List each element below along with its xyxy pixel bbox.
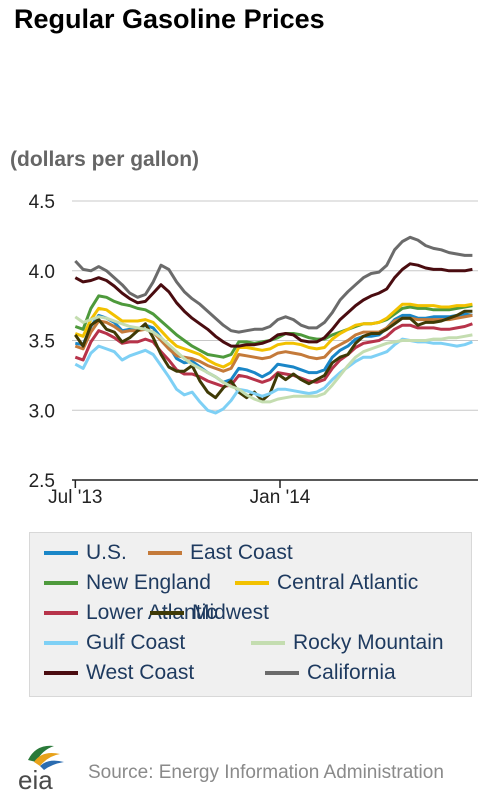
y-tick-label: 3.5	[29, 332, 55, 353]
legend-item: California	[265, 661, 396, 685]
legend-label: U.S.	[86, 541, 127, 564]
legend-item: Rocky Mountain	[251, 631, 444, 655]
logo-wave-icon	[40, 760, 64, 770]
legend-item: Central Atlantic	[235, 571, 418, 595]
axis-ticks: 2.5 3.0 3.5 4.0 4.5 Jul '13 Jan '14	[29, 192, 311, 508]
legend-swatch	[44, 551, 78, 555]
chart-title: Regular Gasoline Prices	[14, 4, 325, 34]
legend-label: Central Atlantic	[277, 571, 419, 594]
y-tick-label: 3.0	[29, 401, 55, 422]
legend-swatch	[251, 641, 285, 645]
y-tick-label: 2.5	[29, 471, 55, 492]
legend-label: Rocky Mountain	[293, 631, 444, 654]
series-line-rocky-mountain	[74, 315, 473, 404]
logo-leaf-icon	[28, 745, 54, 762]
x-tick-label: Jan '14	[250, 487, 311, 508]
y-axis-label: (dollars per gallon)	[10, 148, 200, 171]
legend-label: East Coast	[190, 541, 293, 564]
legend-swatch	[150, 611, 184, 615]
legend-swatch	[235, 581, 269, 585]
legend-label: California	[307, 661, 396, 684]
legend-item: New England	[44, 571, 211, 595]
legend: U.S. East Coast New England Central Atlanti…	[29, 532, 472, 697]
series-line-california	[74, 235, 473, 334]
logo-sun-icon	[34, 753, 60, 766]
legend-label: Gulf Coast	[86, 631, 186, 654]
legend-swatch	[44, 641, 78, 645]
legend-swatch	[44, 611, 78, 615]
legend-label: New England	[86, 571, 211, 594]
legend-item: U.S.	[44, 541, 127, 565]
legend-item: West Coast	[44, 661, 194, 685]
legend-item: Gulf Coast	[44, 631, 185, 655]
legend-swatch	[148, 551, 182, 555]
legend-label: Midwest	[192, 601, 270, 624]
series-line-central-atlantic	[74, 302, 473, 369]
y-tick-label: 4.5	[29, 192, 55, 213]
legend-item: East Coast	[148, 541, 293, 565]
eia-logo: eia	[18, 745, 64, 792]
grid-lines	[72, 200, 478, 488]
logo-text: eia	[18, 765, 53, 792]
y-tick-label: 4.0	[29, 262, 55, 283]
series-line-west-coast	[74, 262, 473, 348]
x-tick-label: Jul '13	[48, 487, 102, 508]
legend-label: West Coast	[86, 661, 195, 684]
legend-swatch	[44, 671, 78, 675]
plot-area: 2.5 3.0 3.5 4.0 4.5 Jul '13 Jan '14	[29, 192, 478, 508]
legend-swatch	[44, 581, 78, 585]
legend-swatch	[265, 671, 299, 675]
series-line-lower-atlantic	[74, 322, 473, 388]
source-note: Source: Energy Information Administratio…	[88, 762, 444, 783]
legend-item: Midwest	[150, 601, 269, 625]
series-lines	[74, 235, 473, 415]
